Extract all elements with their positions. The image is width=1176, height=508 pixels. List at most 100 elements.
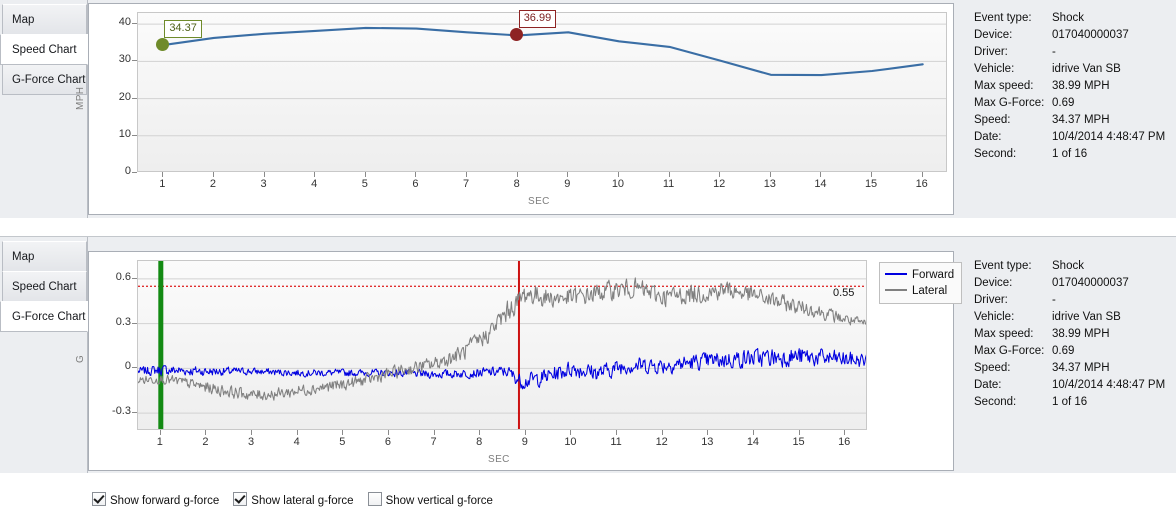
- speed-panel-tabstrip: Map Speed Chart G-Force Chart: [0, 0, 88, 218]
- y-tick-mark: [132, 277, 137, 279]
- gforce-plot-area[interactable]: [137, 260, 867, 430]
- detail-row: Vehicle: idrive Van SB: [974, 61, 1176, 78]
- legend-swatch-lateral: [885, 289, 907, 291]
- speed-chart-panel: Map Speed Chart G-Force Chart 0 10 20 30 40 …: [0, 0, 1176, 218]
- checkbox-label: Show forward g-force: [110, 495, 220, 507]
- sidebar-item-map[interactable]: Map: [2, 4, 87, 35]
- checkbox-label: Show lateral g-force: [251, 495, 354, 507]
- detail-key: Second:: [974, 148, 1017, 160]
- gforce-x-axis-title: SEC: [488, 454, 510, 465]
- sidebar-item-map[interactable]: Map: [2, 241, 87, 272]
- x-axis-tick: 13: [763, 178, 776, 190]
- speed-plot-area[interactable]: [137, 12, 947, 172]
- legend-item: Lateral: [885, 283, 954, 299]
- x-axis-tick: 7: [430, 436, 437, 448]
- y-tick-mark: [132, 134, 137, 136]
- y-tick-mark: [132, 367, 137, 369]
- sidebar-item-speed-chart[interactable]: Speed Chart: [0, 34, 88, 65]
- detail-value: 0.69: [1052, 97, 1075, 109]
- detail-value: Shock: [1052, 12, 1084, 24]
- speed-event-details: Event type: Shock Device: 017040000037 Drive…: [962, 3, 1176, 215]
- x-tick-mark: [820, 172, 822, 177]
- detail-key: Date:: [974, 131, 1002, 143]
- y-axis-tick: -0.3: [112, 405, 131, 418]
- x-tick-mark: [798, 430, 800, 435]
- detail-value: 1 of 16: [1052, 396, 1088, 408]
- x-tick-mark: [707, 430, 709, 435]
- gforce-y-axis-title: G: [75, 354, 86, 363]
- x-tick-mark: [251, 430, 253, 435]
- y-tick-mark: [132, 322, 137, 324]
- x-axis-tick: 3: [260, 178, 267, 190]
- gforce-chart-frame: -0.3 0 0.3 0.6 1 2 3 4 5 6 7 8 9 10 11 12 13 14 15 16 G SE…: [75, 251, 963, 471]
- detail-row: Date: 10/4/2014 4:48:47 PM: [974, 377, 1176, 394]
- x-axis-tick: 8: [476, 436, 483, 448]
- detail-row: Second: 1 of 16: [974, 146, 1176, 163]
- x-tick-mark: [871, 172, 873, 177]
- detail-value: idrive Van SB: [1052, 311, 1121, 323]
- x-axis-tick: 10: [611, 178, 625, 190]
- detail-value: -: [1052, 294, 1056, 306]
- detail-key: Max G-Force:: [974, 97, 1045, 109]
- x-tick-mark: [752, 430, 754, 435]
- detail-value: 017040000037: [1052, 277, 1129, 289]
- x-tick-mark: [415, 172, 417, 177]
- x-tick-mark: [661, 430, 663, 435]
- sidebar-item-g-force-chart[interactable]: G-Force Chart: [0, 301, 88, 332]
- x-axis-tick: 5: [361, 178, 368, 190]
- sidebar-item-g-force-chart[interactable]: G-Force Chart: [2, 64, 87, 95]
- data-point-callout: 36.99: [518, 10, 557, 29]
- x-axis-tick: 4: [293, 436, 300, 448]
- detail-key: Event type:: [974, 260, 1032, 272]
- detail-value: 1 of 16: [1052, 148, 1088, 160]
- x-tick-mark: [668, 172, 670, 177]
- detail-value: Shock: [1052, 260, 1084, 272]
- detail-key: Speed:: [974, 362, 1011, 374]
- checkbox-show-vertical-g-force[interactable]: Show vertical g-force: [367, 492, 493, 507]
- x-tick-mark: [433, 430, 435, 435]
- detail-row: Device: 017040000037: [974, 27, 1176, 44]
- detail-value: -: [1052, 46, 1056, 58]
- detail-key: Vehicle:: [974, 311, 1015, 323]
- detail-key: Driver:: [974, 46, 1008, 58]
- x-axis-tick: 2: [209, 178, 216, 190]
- data-point-callout: 34.37: [164, 20, 202, 39]
- tab-label: G-Force Chart: [12, 311, 86, 323]
- detail-key: Second:: [974, 396, 1017, 408]
- detail-key: Device:: [974, 277, 1013, 289]
- detail-key: Date:: [974, 379, 1002, 391]
- legend-label: Lateral: [912, 285, 948, 297]
- detail-row: Event type: Shock: [974, 10, 1176, 27]
- detail-value: 38.99 MPH: [1052, 80, 1110, 92]
- detail-key: Device:: [974, 29, 1013, 41]
- data-point-marker[interactable]: [510, 27, 524, 41]
- legend-item: Forward: [885, 267, 954, 283]
- checkbox-show-forward-g-force[interactable]: Show forward g-force: [92, 492, 219, 507]
- tab-label: Speed Chart: [12, 281, 77, 293]
- y-axis-tick: 40: [118, 16, 131, 29]
- detail-value: idrive Van SB: [1052, 63, 1121, 75]
- x-tick-mark: [479, 430, 481, 435]
- checkbox-show-lateral-g-force[interactable]: Show lateral g-force: [233, 492, 354, 507]
- x-tick-mark: [570, 430, 572, 435]
- sidebar-item-speed-chart[interactable]: Speed Chart: [2, 271, 87, 302]
- x-tick-mark: [162, 172, 164, 177]
- speed-y-axis-title: MPH: [75, 86, 86, 110]
- x-axis-tick: 5: [339, 436, 346, 448]
- detail-value: 10/4/2014 4:48:47 PM: [1052, 131, 1166, 143]
- detail-key: Speed:: [974, 114, 1011, 126]
- tab-label: Map: [12, 251, 35, 263]
- detail-row: Speed: 34.37 MPH: [974, 112, 1176, 129]
- y-tick-mark: [132, 23, 137, 25]
- x-tick-mark: [844, 430, 846, 435]
- x-tick-mark: [387, 430, 389, 435]
- x-axis-tick: 11: [662, 178, 675, 190]
- data-point-marker[interactable]: [155, 37, 169, 51]
- x-axis-tick: 9: [521, 436, 528, 448]
- x-axis-tick: 8: [513, 178, 520, 190]
- speed-x-axis-title: SEC: [528, 196, 550, 207]
- x-tick-mark: [296, 430, 298, 435]
- tab-label: Speed Chart: [12, 44, 77, 56]
- checkmark-icon: [92, 492, 106, 506]
- x-axis-tick: 10: [564, 436, 577, 448]
